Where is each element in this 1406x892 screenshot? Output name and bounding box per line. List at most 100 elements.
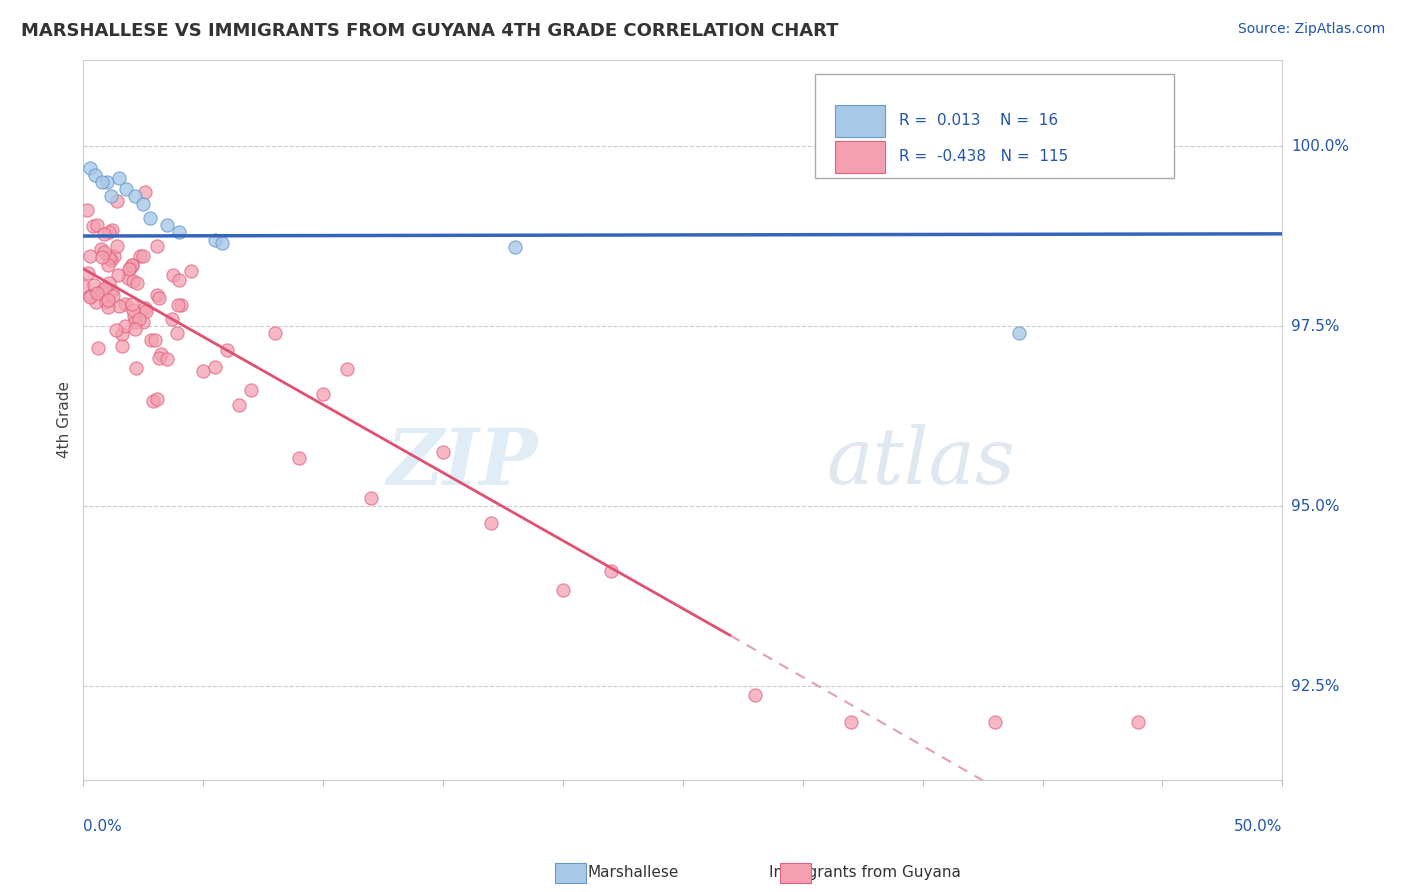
Point: [335, 361, 357, 376]
Point: [204, 359, 226, 374]
Point: [90, 175, 112, 189]
Point: [121, 258, 143, 272]
Text: 97.5%: 97.5%: [1291, 318, 1340, 334]
Point: [150, 347, 173, 361]
Point: [215, 343, 238, 358]
Point: [129, 249, 152, 263]
Point: [101, 223, 124, 237]
Text: R =  0.013    N =  16: R = 0.013 N = 16: [898, 113, 1057, 128]
Point: [191, 364, 214, 378]
Point: [72, 279, 94, 293]
Point: [132, 315, 155, 329]
Point: [204, 233, 226, 247]
Text: ZIP: ZIP: [387, 425, 538, 501]
Point: [98, 251, 121, 265]
Point: [86, 285, 108, 300]
Point: [107, 171, 129, 186]
Text: 92.5%: 92.5%: [1291, 679, 1340, 693]
Point: [167, 273, 190, 287]
Point: [551, 583, 574, 598]
Point: [124, 189, 146, 203]
Point: [503, 240, 526, 254]
Point: [100, 252, 122, 267]
Point: [79, 161, 101, 175]
Point: [167, 226, 190, 240]
Text: Source: ZipAtlas.com: Source: ZipAtlas.com: [1237, 22, 1385, 37]
Point: [97, 293, 120, 308]
Point: [146, 288, 169, 302]
Point: [118, 260, 141, 275]
Point: [100, 189, 122, 203]
Point: [114, 296, 136, 310]
Point: [83, 168, 105, 182]
Point: [311, 387, 333, 401]
Point: [160, 312, 183, 326]
Point: [87, 341, 110, 355]
Point: [839, 714, 862, 729]
Point: [93, 245, 115, 260]
Point: [134, 185, 156, 199]
Text: 0.0%: 0.0%: [83, 819, 121, 834]
Point: [360, 491, 382, 506]
Point: [155, 351, 177, 366]
Point: [107, 268, 129, 282]
Point: [134, 301, 156, 315]
Point: [432, 445, 454, 459]
Point: [166, 326, 188, 341]
Point: [98, 225, 121, 239]
Point: [79, 249, 101, 263]
Point: [100, 284, 122, 298]
Point: [211, 236, 233, 251]
Point: [83, 278, 105, 293]
Point: [162, 268, 184, 282]
Text: 100.0%: 100.0%: [1291, 138, 1348, 153]
Text: 50.0%: 50.0%: [1234, 819, 1282, 834]
FancyBboxPatch shape: [814, 74, 1174, 178]
Bar: [835, 141, 886, 173]
Point: [110, 339, 132, 353]
Point: [84, 295, 107, 310]
Point: [239, 383, 262, 397]
Point: [479, 516, 502, 530]
Point: [166, 298, 188, 312]
Point: [124, 315, 146, 329]
Point: [131, 196, 153, 211]
Point: [287, 451, 309, 466]
Point: [76, 202, 98, 217]
Point: [146, 239, 169, 253]
Text: MARSHALLESE VS IMMIGRANTS FROM GUYANA 4TH GRADE CORRELATION CHART: MARSHALLESE VS IMMIGRANTS FROM GUYANA 4T…: [21, 22, 838, 40]
Point: [1007, 326, 1029, 341]
Y-axis label: 4th Grade: 4th Grade: [58, 381, 72, 458]
Point: [125, 277, 148, 291]
Point: [94, 295, 117, 310]
Point: [118, 262, 141, 277]
Text: R =  -0.438   N =  115: R = -0.438 N = 115: [898, 149, 1067, 164]
Point: [146, 392, 169, 406]
Point: [263, 326, 285, 341]
Point: [169, 298, 191, 312]
Point: [93, 227, 115, 241]
Point: [141, 333, 163, 347]
Point: [96, 300, 118, 314]
Point: [79, 290, 101, 304]
Point: [121, 274, 143, 288]
Bar: [835, 105, 886, 136]
Point: [122, 303, 145, 318]
Point: [139, 211, 162, 225]
Point: [744, 688, 766, 702]
Point: [983, 714, 1005, 729]
Point: [135, 303, 157, 318]
Point: [114, 318, 136, 333]
Point: [77, 266, 100, 280]
Point: [107, 299, 129, 313]
Point: [91, 250, 114, 264]
Point: [82, 219, 104, 233]
Point: [117, 271, 139, 285]
Point: [93, 280, 115, 294]
Point: [180, 264, 202, 278]
Point: [97, 258, 120, 272]
Point: [90, 242, 112, 256]
Point: [599, 564, 621, 578]
Point: [96, 175, 118, 189]
Text: Immigrants from Guyana: Immigrants from Guyana: [769, 865, 960, 880]
